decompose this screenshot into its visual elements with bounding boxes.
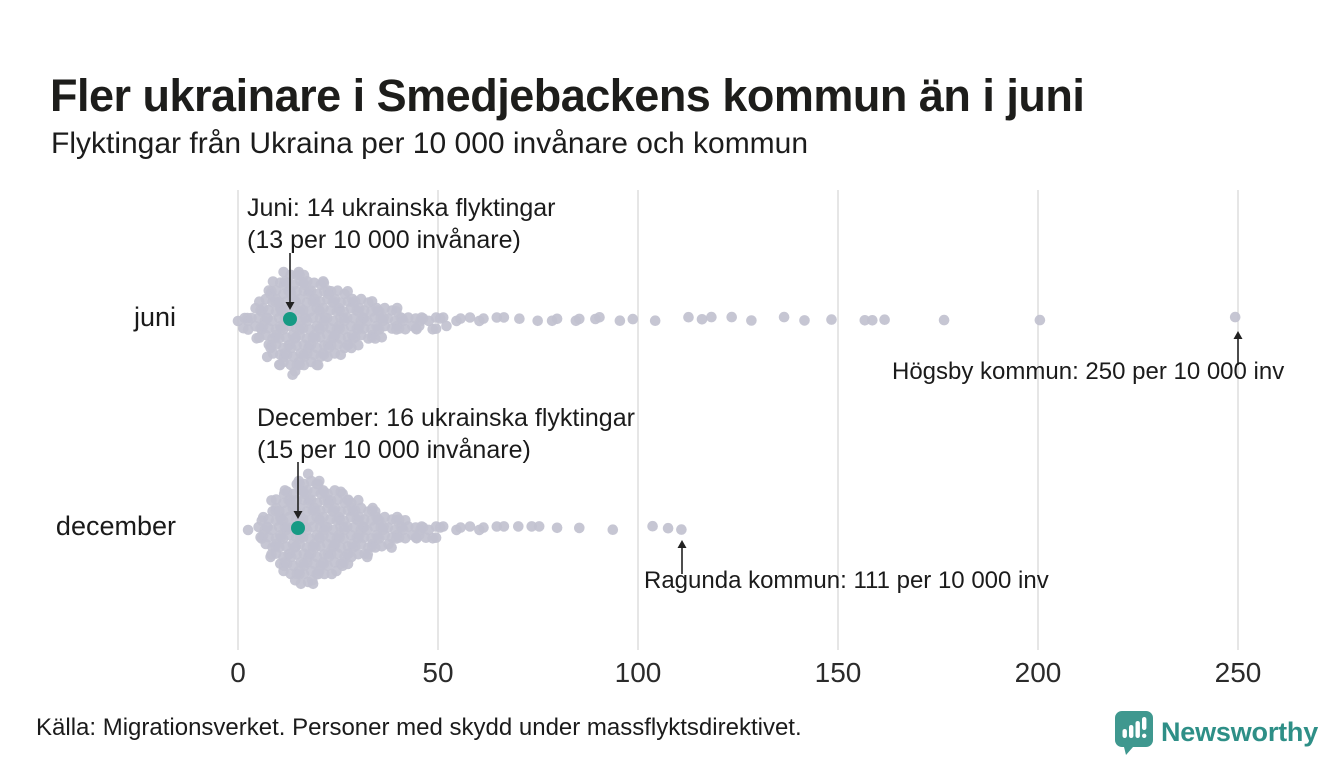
swarm-dot [662,522,674,534]
swarm-dot [1034,314,1046,326]
highlight-dot-juni [283,312,297,326]
swarm-dot [513,521,524,532]
swarm-dot [879,314,890,326]
swarm-dot [478,522,489,533]
annotation-line: December: 16 ukrainska flyktingar [257,404,635,432]
annotation-arrowhead-juni-highlight [285,302,295,310]
swarm-dot [746,315,757,326]
annotation-line: (13 per 10 000 invånare) [247,226,521,254]
annotation-arrowhead-december-highlight [293,511,303,519]
swarm-dot [706,311,717,323]
swarm-dot [464,312,476,323]
swarm-dot [526,521,537,532]
logo-bubble [1115,711,1153,755]
swarm-dot [455,313,466,324]
swarm-dot [342,286,354,297]
swarm-dot [683,311,694,323]
swarm-dot [1229,311,1241,323]
swarm-dot [938,314,950,326]
swarm-dot [391,302,403,314]
swarm-dot [778,311,790,323]
swarm-dot [532,315,543,327]
swarm-dot [464,521,476,532]
source-note: Källa: Migrationsverket. Personer med sk… [36,714,802,741]
swarm-dot [370,506,381,517]
logo-exclamation-stem [1142,717,1147,730]
swarm-dot [627,313,639,325]
swarm-dot [647,520,658,532]
swarm-dot [514,313,525,325]
logo-exclamation-dot [1142,733,1147,738]
annotation-arrowhead-ragunda [677,540,687,548]
annotation-december-highlight: December: 16 ukrainska flyktingar (15 pe… [257,402,635,466]
swarm-dot [607,524,619,535]
swarm-dot [533,521,545,532]
swarm-dot [826,314,837,325]
swarm-dot [649,315,661,327]
swarm-dot [314,475,325,487]
logo-bar-2 [1129,725,1134,738]
swarm-dot [551,313,563,325]
swarm-dot [574,522,585,534]
swarm-dot [498,521,510,532]
annotation-arrowhead-hogsby [1233,331,1243,339]
annotation-line: Juni: 14 ukrainska flyktingar [247,194,556,222]
swarm-dot [441,320,452,332]
annotation-juni-highlight: Juni: 14 ukrainska flyktingar (13 per 10… [247,192,555,256]
swarm-dot [386,542,397,553]
swarm-dot [353,339,364,351]
swarm-dot [551,522,563,534]
logo-bar-3 [1135,721,1140,738]
swarm-dot [455,522,466,533]
swarm-dot [430,532,442,543]
newsworthy-logo-icon [1115,711,1153,755]
swarm-dot [859,315,871,326]
swarm-dot [594,312,605,323]
swarm-dot [498,312,510,323]
swarm-dot [430,323,442,335]
row-label-juni: juni [133,302,176,332]
annotation-ragunda: Ragunda kommun: 111 per 10 000 inv [644,567,1049,594]
swarm-dot [307,578,319,590]
swarm-dot [312,359,324,371]
swarm-dot [437,521,449,532]
swarm-dot [867,315,878,326]
chart-subtitle: Flyktingar från Ukraina per 10 000 invån… [51,127,809,160]
annotation-line: (15 per 10 000 invånare) [257,436,531,464]
newsworthy-logo: Newsworthy [1114,710,1318,755]
logo-bar-1 [1122,729,1127,738]
swarm-dot [696,314,708,325]
swarm-dot [242,524,254,536]
swarm-dot [676,524,687,535]
highlight-dot-december [291,521,305,535]
swarm-dot [376,332,388,343]
newsworthy-logo-text: Newsworthy [1161,717,1319,747]
swarm-dot [614,315,626,327]
swarm-dot [319,568,330,580]
swarm-dot [799,315,810,326]
swarm-dot [574,313,585,325]
swarm-dot [726,311,737,323]
annotation-hogsby: Högsby kommun: 250 per 10 000 inv [892,358,1285,385]
chart-title: Fler ukrainare i Smedjebackens kommun än… [50,70,1085,122]
swarm-dot [362,548,374,560]
swarm-dot [437,312,449,323]
row-label-december: december [55,511,176,541]
swarm-dot [478,313,489,324]
swarm-dot [318,277,330,289]
